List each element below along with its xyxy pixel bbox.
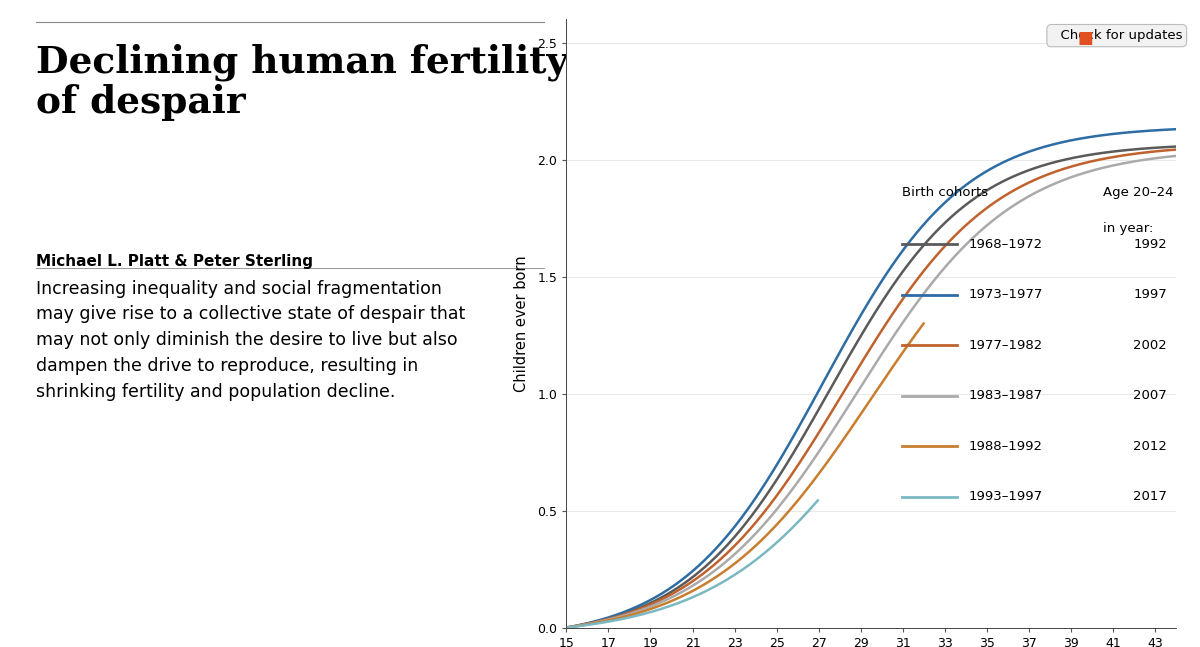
Text: Birth cohorts: Birth cohorts bbox=[901, 186, 988, 199]
Text: in year:: in year: bbox=[1103, 223, 1153, 236]
Text: Age 20–24: Age 20–24 bbox=[1103, 186, 1174, 199]
Text: Check for updates: Check for updates bbox=[1051, 29, 1182, 42]
Text: 1977–1982: 1977–1982 bbox=[968, 339, 1043, 352]
Text: Declining human fertility and the epidemic
of despair: Declining human fertility and the epidem… bbox=[36, 44, 943, 121]
Text: Increasing inequality and social fragmentation
may give rise to a collective sta: Increasing inequality and social fragmen… bbox=[36, 280, 466, 400]
Text: 1992: 1992 bbox=[1133, 238, 1168, 251]
Text: 1968–1972: 1968–1972 bbox=[968, 238, 1043, 251]
Text: 2012: 2012 bbox=[1133, 440, 1168, 453]
Text: 2017: 2017 bbox=[1133, 490, 1168, 503]
Text: 1983–1987: 1983–1987 bbox=[968, 389, 1043, 402]
Text: 1988–1992: 1988–1992 bbox=[968, 440, 1043, 453]
Text: 1993–1997: 1993–1997 bbox=[968, 490, 1043, 503]
Text: 1973–1977: 1973–1977 bbox=[968, 289, 1043, 302]
Y-axis label: Children ever born: Children ever born bbox=[514, 255, 529, 392]
Text: ■: ■ bbox=[1078, 29, 1093, 47]
Text: 2007: 2007 bbox=[1133, 389, 1168, 402]
Text: 2002: 2002 bbox=[1133, 339, 1168, 352]
Text: Michael L. Platt & Peter Sterling: Michael L. Platt & Peter Sterling bbox=[36, 254, 313, 269]
Text: 1997: 1997 bbox=[1133, 289, 1168, 302]
